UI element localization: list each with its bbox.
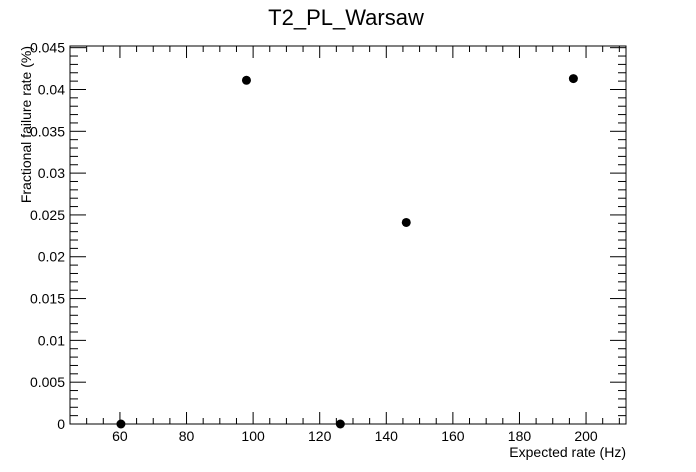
data-point — [335, 419, 345, 429]
y-tick-label: 0 — [57, 416, 65, 432]
y-tick-label: 0.01 — [38, 332, 65, 348]
x-tick-label: 180 — [508, 428, 532, 444]
data-point — [241, 75, 251, 85]
y-tick-label: 0.045 — [30, 40, 65, 56]
y-axis-tick-labels: 0 0.005 0.01 0.015 0.02 0.025 0.03 0.035 0.04 0.0… — [30, 40, 65, 432]
x-tick-label: 200 — [574, 428, 598, 444]
x-tick-label: 160 — [441, 428, 465, 444]
x-tick-label: 120 — [308, 428, 332, 444]
y-tick-label: 0.03 — [38, 165, 65, 181]
data-point — [116, 419, 126, 429]
chart-title: T2_PL_Warsaw — [268, 5, 424, 30]
x-tick-label: 100 — [241, 428, 265, 444]
y-axis-title: Fractional failure rate (%) — [18, 46, 34, 203]
y-axis-ticks — [70, 47, 626, 425]
data-points — [116, 74, 578, 429]
x-axis-ticks — [69, 46, 620, 424]
y-tick-label: 0.025 — [30, 207, 65, 223]
data-point — [401, 217, 411, 227]
data-point — [568, 74, 578, 84]
plot-frame — [69, 45, 627, 425]
y-tick-label: 0.005 — [30, 374, 65, 390]
x-tick-label: 140 — [375, 428, 399, 444]
x-axis-title: Expected rate (Hz) — [509, 444, 626, 460]
x-axis-tick-labels: 60 80 100 120 140 160 180 200 — [112, 428, 598, 444]
y-tick-label: 0.015 — [30, 291, 65, 307]
x-tick-label: 80 — [179, 428, 195, 444]
y-tick-label: 0.02 — [38, 249, 65, 265]
x-tick-label: 60 — [112, 428, 128, 444]
y-tick-label: 0.035 — [30, 123, 65, 139]
y-tick-label: 0.04 — [38, 81, 65, 97]
